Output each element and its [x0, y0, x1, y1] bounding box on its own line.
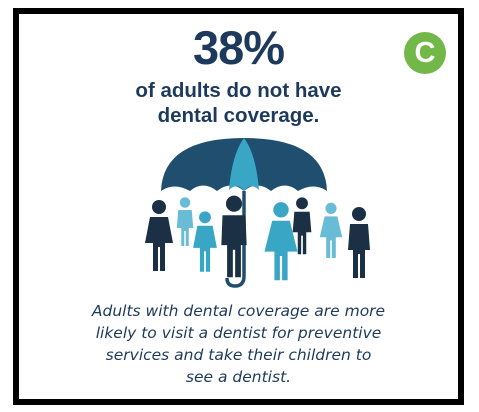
headline-line: dental coverage. — [157, 104, 320, 127]
person-icon — [193, 211, 217, 272]
person-icon — [348, 207, 370, 278]
headline-line: of adults do not have — [135, 79, 342, 102]
umbrella-icon — [161, 138, 327, 288]
headline: of adults do not have dental coverage. — [19, 78, 458, 128]
grade-badge: C — [404, 32, 446, 74]
caption-line: services and take their children to — [105, 346, 372, 364]
umbrella-people-illustration — [145, 138, 370, 288]
caption-line: likely to visit a dentist for preventive — [95, 324, 382, 342]
caption: Adults with dental coverage are more lik… — [19, 300, 458, 388]
person-icon — [221, 195, 247, 278]
person-icon — [145, 200, 173, 271]
caption-line: Adults with dental coverage are more — [91, 302, 386, 320]
person-icon — [319, 202, 343, 258]
person-icon — [264, 202, 298, 281]
stat-percentage: 38% — [192, 21, 285, 74]
person-icon — [292, 197, 312, 255]
person-icon — [176, 197, 194, 246]
infographic-card: 38% of adults do not have dental coverag… — [13, 8, 464, 405]
caption-line: see a dentist. — [185, 368, 292, 386]
